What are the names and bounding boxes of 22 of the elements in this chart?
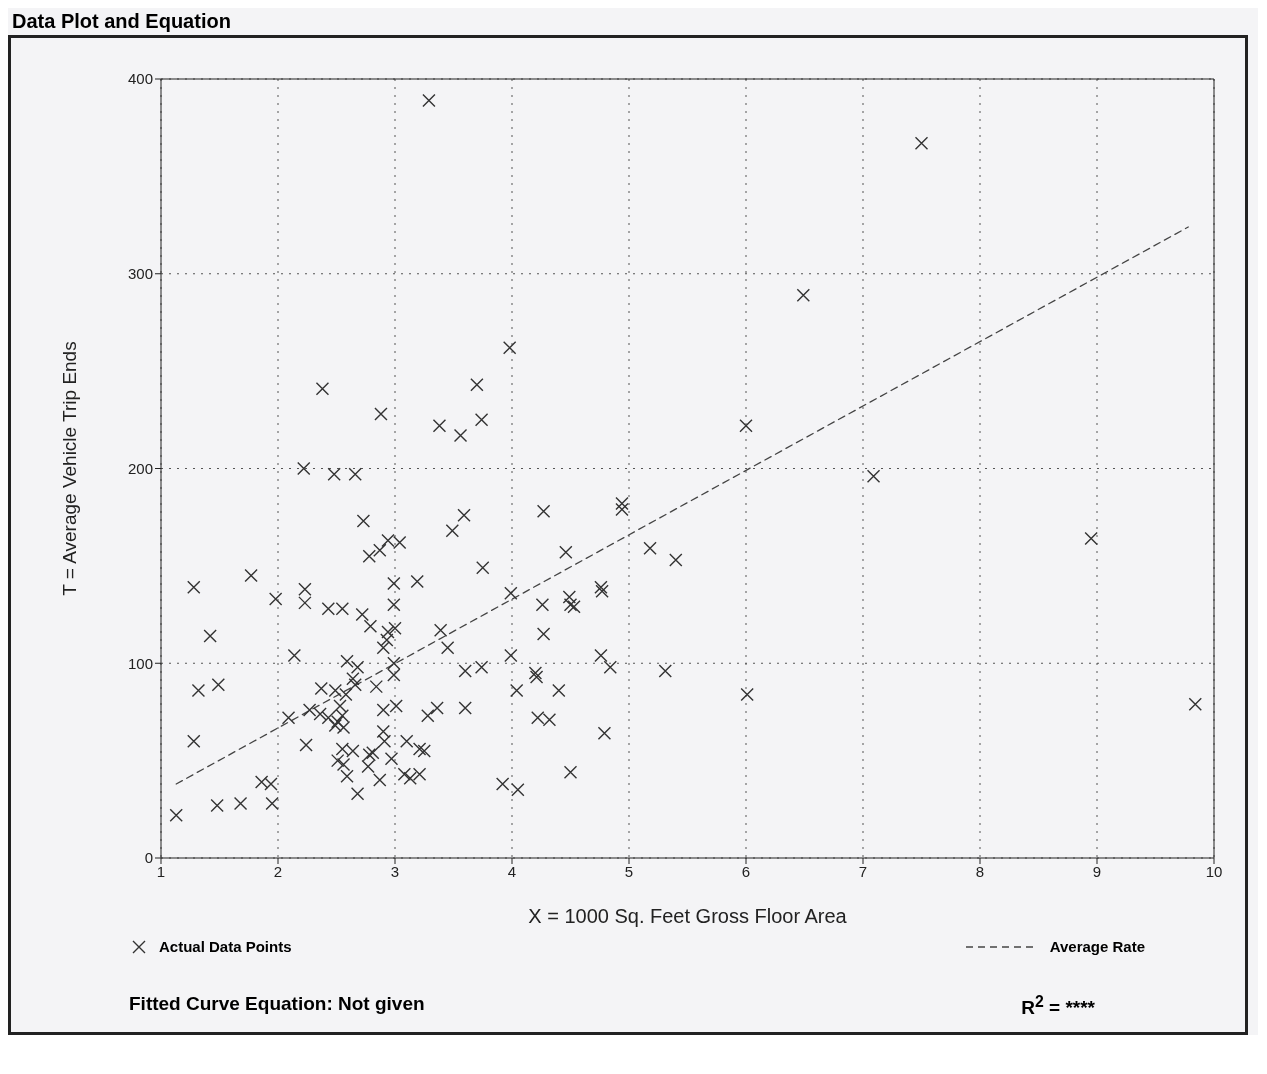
- x-tick-label: 2: [273, 862, 283, 880]
- x-tick-label: 5: [624, 862, 634, 880]
- x-tick-label: 3: [390, 862, 400, 880]
- x-axis-title: X = 1000 Sq. Feet Gross Floor Area: [528, 905, 848, 927]
- x-tick-label: 8: [975, 862, 985, 880]
- chart-title: Data Plot and Equation: [11, 9, 232, 34]
- x-tick-label: 1: [156, 862, 166, 880]
- y-tick-label: 400: [127, 70, 153, 88]
- legend-label: Average Rate: [1049, 938, 1145, 955]
- y-axis-title: T = Average Vehicle Trip Ends: [58, 341, 80, 596]
- legend-label: Actual Data Points: [159, 938, 292, 955]
- x-tick-label: 4: [507, 862, 517, 880]
- y-tick-label: 200: [127, 459, 153, 477]
- x-tick-label: 9: [1092, 862, 1102, 880]
- text: Fitted Curve Equation: Not given: [129, 993, 425, 1016]
- y-tick-label: 100: [127, 654, 153, 672]
- x-tick-label: 6: [741, 862, 751, 880]
- y-tick-label: 300: [127, 265, 153, 283]
- x-tick-label: 7: [858, 862, 868, 880]
- text: R$^{2}$ = ****: [1021, 993, 1095, 1020]
- y-tick-label: 0: [144, 849, 153, 867]
- x-tick-label: 10: [1205, 862, 1223, 880]
